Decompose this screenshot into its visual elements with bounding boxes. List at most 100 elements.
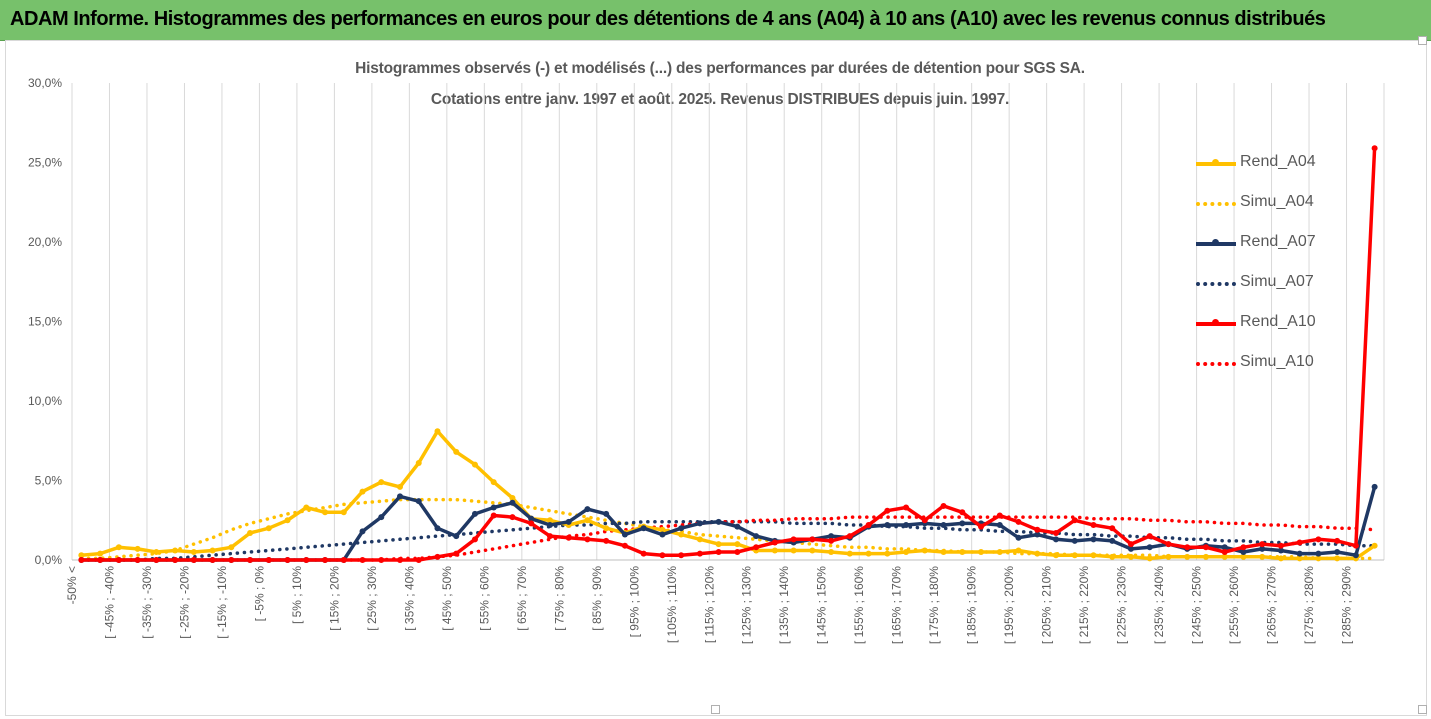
data-point — [884, 550, 891, 557]
data-point — [621, 531, 628, 538]
data-point — [471, 536, 478, 543]
data-point — [1202, 544, 1209, 551]
x-tick-label: [ 155% ; 160% — [852, 566, 866, 644]
data-point — [734, 523, 741, 530]
data-point — [322, 509, 329, 516]
data-point — [453, 448, 460, 455]
data-point — [1184, 553, 1191, 560]
data-point — [865, 550, 872, 557]
data-point — [1090, 536, 1097, 543]
x-tick-label: [ 125% ; 130% — [740, 566, 754, 644]
data-point — [828, 533, 835, 540]
data-point — [153, 557, 160, 563]
data-point — [509, 494, 516, 501]
chart-frame — [5, 40, 1427, 716]
series-line-simu-a04 — [79, 497, 1377, 561]
data-point — [1334, 555, 1341, 562]
data-point — [921, 517, 928, 524]
data-point — [1109, 525, 1116, 532]
data-point — [284, 517, 291, 524]
data-point — [603, 537, 610, 544]
data-point — [940, 502, 947, 509]
data-point — [828, 537, 835, 544]
data-point — [1371, 542, 1378, 549]
data-point — [565, 534, 572, 541]
data-point — [1015, 547, 1022, 554]
data-point — [172, 547, 179, 554]
data-point — [1296, 550, 1303, 557]
data-point — [1296, 555, 1303, 562]
x-tick-label: [ -5% ; 0% — [252, 566, 266, 622]
data-point — [209, 547, 216, 554]
data-point — [1371, 483, 1378, 490]
data-point — [959, 509, 966, 516]
x-tick-label: -50% < — [65, 566, 79, 604]
data-point — [1127, 553, 1134, 560]
data-point — [1034, 550, 1041, 557]
data-point — [153, 549, 160, 556]
data-point — [397, 483, 403, 490]
data-point — [1277, 542, 1284, 549]
data-point — [734, 549, 741, 556]
data-point — [434, 525, 441, 532]
data-point — [415, 460, 422, 467]
chart-subtitle: Cotations entre janv. 1997 et août. 2025… — [430, 91, 1010, 108]
resize-handle[interactable] — [1418, 36, 1427, 45]
data-point — [621, 542, 628, 549]
x-tick-label: [ 215% ; 220% — [1077, 566, 1091, 644]
data-point — [228, 557, 235, 563]
data-point — [959, 520, 966, 527]
legend-label: Simu_A04 — [1240, 193, 1314, 210]
data-point — [190, 557, 197, 563]
x-tick-label: [ 115% ; 120% — [702, 566, 716, 643]
data-point — [1202, 553, 1209, 560]
data-point — [190, 549, 197, 556]
data-point — [903, 504, 910, 511]
data-point — [1221, 553, 1228, 560]
data-point — [940, 522, 947, 529]
resize-handle[interactable] — [1418, 705, 1427, 714]
data-point — [1034, 526, 1041, 533]
data-point — [715, 518, 722, 525]
series-line-simu-a10 — [79, 515, 1377, 562]
data-point — [546, 533, 553, 540]
x-tick-label: [ -45% ; -40% — [102, 566, 116, 639]
data-point — [1071, 552, 1078, 559]
data-point — [678, 531, 685, 538]
data-point — [584, 517, 591, 524]
data-point — [1053, 536, 1059, 543]
data-point — [228, 544, 235, 551]
data-point — [884, 507, 891, 514]
x-tick-label: [ 195% ; 200% — [1002, 566, 1016, 644]
data-point — [528, 515, 535, 522]
data-point — [696, 536, 703, 543]
data-point — [753, 533, 760, 540]
data-point — [978, 549, 985, 556]
header-banner: ADAM Informe. Histogrammes des performan… — [0, 0, 1431, 41]
data-point — [359, 488, 366, 495]
data-point — [565, 518, 572, 525]
data-point — [509, 499, 516, 506]
x-tick-label: [ 65% ; 70% — [515, 566, 529, 631]
series-line-rend-a04 — [79, 429, 1377, 561]
data-point — [903, 549, 910, 556]
data-point — [359, 528, 366, 535]
resize-handle[interactable] — [711, 705, 720, 714]
y-tick-label: 15,0% — [28, 315, 62, 329]
legend-label: Rend_A07 — [1240, 233, 1316, 250]
data-point — [134, 545, 141, 552]
data-point — [247, 529, 254, 536]
data-point — [378, 479, 385, 486]
x-tick-label: [ 275% ; 280% — [1302, 566, 1316, 644]
data-point — [640, 525, 647, 532]
data-point — [490, 504, 497, 511]
y-tick-label: 0,0% — [35, 553, 63, 567]
data-point — [715, 549, 722, 556]
data-point — [1146, 555, 1153, 562]
data-point — [209, 557, 216, 563]
x-tick-label: [ 5% ; 10% — [290, 566, 304, 624]
data-point — [1034, 531, 1041, 538]
data-point — [1334, 537, 1341, 544]
data-point — [584, 536, 591, 543]
x-tick-label: [ 225% ; 230% — [1115, 566, 1129, 644]
